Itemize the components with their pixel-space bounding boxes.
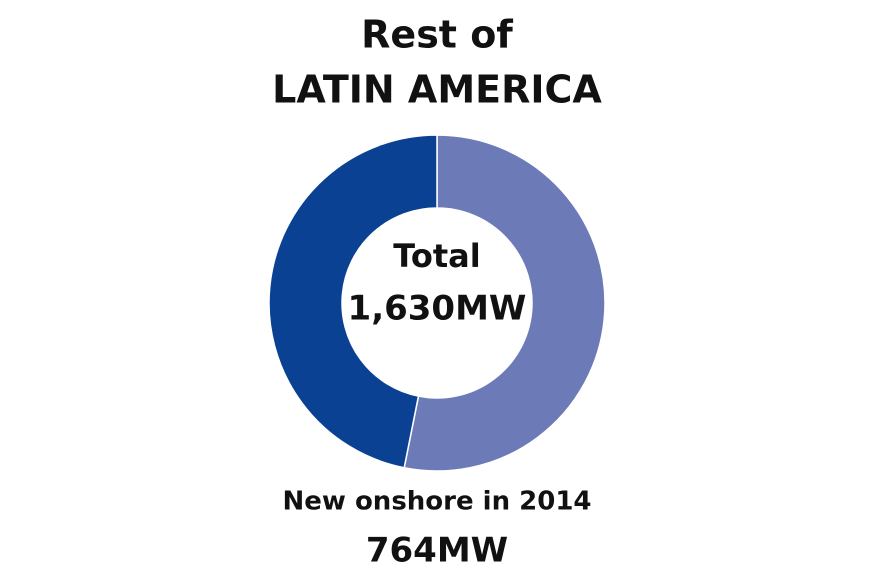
total-label: 1,630MW [348, 289, 527, 329]
center-caption: Total [393, 237, 480, 275]
donut-segment [268, 134, 438, 469]
chart-title: LATIN AMERICA [272, 68, 602, 112]
donut-segment [403, 134, 606, 472]
chart-title: Rest of [361, 13, 513, 57]
segment-caption: New onshore in 2014 [282, 487, 591, 517]
value-label: 764MW [366, 531, 508, 571]
